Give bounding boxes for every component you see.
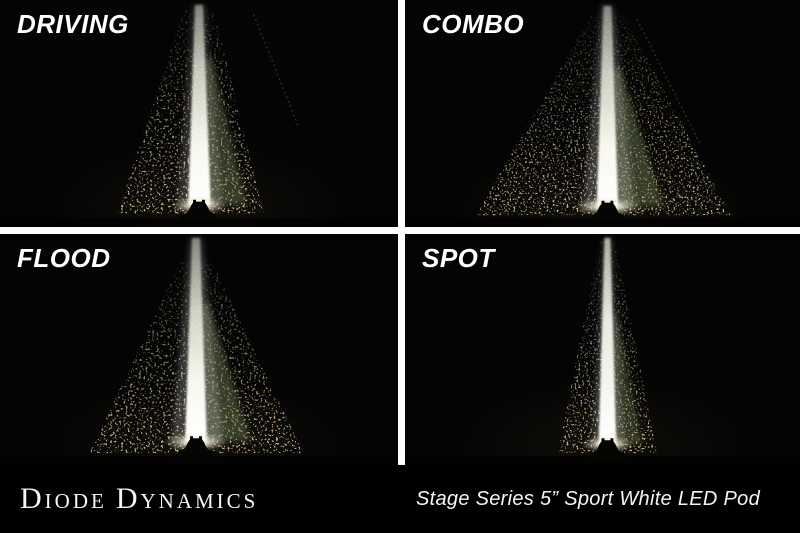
beam-comparison-grid: DRIVING COMBO: [0, 0, 800, 465]
dark-foreground: [0, 456, 398, 465]
brand-word-2: DYNAMICS: [116, 482, 259, 515]
beam-photo-flood: [0, 237, 398, 465]
panel-combo: COMBO: [405, 0, 800, 227]
panel-label-combo: COMBO: [422, 9, 525, 39]
panel-label-driving: DRIVING: [17, 9, 129, 39]
panel-label-spot: SPOT: [422, 243, 495, 273]
dark-foreground: [405, 218, 800, 227]
roadside-poles-line: [253, 14, 300, 127]
brand-logo: DIODE DYNAMICS: [20, 482, 258, 516]
dark-foreground: [0, 218, 398, 227]
panel-spot: SPOT: [405, 234, 800, 465]
panel-flood: FLOOD: [0, 234, 398, 465]
roadside-poles-line: [636, 19, 702, 147]
panel-label-flood: FLOOD: [17, 243, 111, 273]
footer-bar: DIODE DYNAMICS Stage Series 5” Sport Whit…: [0, 465, 800, 533]
brand-word-1-lead: D: [20, 482, 45, 515]
brand-word-2-lead: D: [115, 482, 141, 515]
brand-word-1-rest: IODE: [44, 489, 107, 513]
brand-word-1: DIODE: [20, 482, 107, 515]
beam-photo-driving: [0, 4, 398, 227]
panel-driving: DRIVING: [0, 0, 398, 227]
beam-photo-spot: [405, 237, 800, 465]
light-beam: [598, 237, 617, 444]
dark-foreground: [405, 456, 800, 465]
light-beam: [596, 5, 619, 206]
beam-photo-combo: [405, 5, 800, 227]
light-beam: [188, 4, 211, 205]
light-beam: [185, 237, 207, 442]
brand-word-2-rest: YNAMICS: [140, 489, 259, 513]
product-name: Stage Series 5” Sport White LED Pod: [416, 487, 760, 510]
